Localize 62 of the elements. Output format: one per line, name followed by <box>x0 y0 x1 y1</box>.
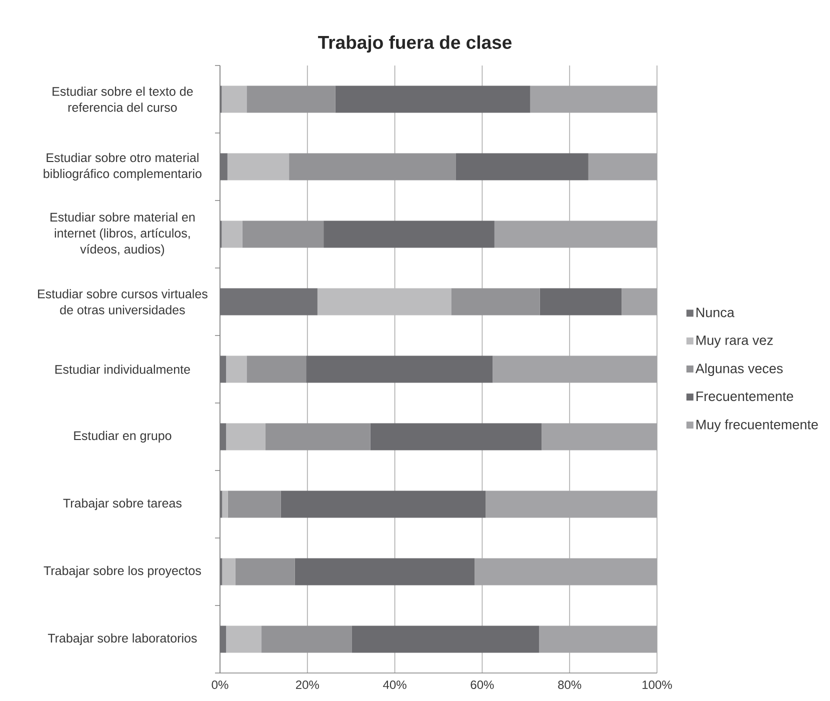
x-tick-label: 100% <box>642 680 672 690</box>
bar <box>324 220 494 248</box>
y-tick-label: Estudiar sobre cursos virtuales de otras universidades <box>38 289 208 314</box>
bar <box>222 86 247 113</box>
x-tick-label: 20% <box>296 680 319 690</box>
y-tick-label: Estudiar sobre otro material bibliográfico complementario <box>44 152 202 181</box>
bar <box>542 423 657 450</box>
bar <box>226 626 262 653</box>
x-tick-label: 0% <box>212 680 228 690</box>
bar <box>246 86 336 113</box>
bar <box>222 490 228 518</box>
bar <box>220 356 226 383</box>
bar <box>262 626 352 653</box>
legend-label: Algunas veces <box>695 363 783 376</box>
bar <box>226 423 266 450</box>
y-tick-label: Estudiar sobre el texto de referencia del curso <box>52 86 193 112</box>
bar <box>530 86 657 113</box>
chart-title: Trabajo fuera de clase <box>318 35 512 53</box>
bar <box>289 153 456 180</box>
bar <box>335 86 530 113</box>
bar <box>370 423 542 450</box>
bar <box>265 423 370 450</box>
x-tick-label: 80% <box>558 680 582 690</box>
bar <box>227 153 290 180</box>
bar <box>280 490 486 518</box>
bar <box>228 490 281 518</box>
bar <box>492 356 657 383</box>
bar <box>294 558 475 586</box>
x-tick-label: 60% <box>470 680 494 690</box>
bar <box>220 626 226 653</box>
bar <box>246 356 306 383</box>
x-tick-label: 40% <box>383 680 406 690</box>
y-tick-label: Trabajar sobre tareas <box>63 498 182 510</box>
bar <box>222 220 242 248</box>
bar <box>306 356 493 383</box>
bar <box>317 288 452 316</box>
bar <box>588 153 657 180</box>
bar <box>540 288 622 316</box>
y-tick-label: Trabajar sobre laboratorios <box>48 633 197 646</box>
bar <box>486 490 657 518</box>
bar <box>456 153 588 180</box>
legend-label: Muy frecuentemente <box>696 419 818 432</box>
bar <box>222 558 236 586</box>
bar <box>622 288 657 316</box>
bar <box>235 558 295 586</box>
bar <box>494 220 657 248</box>
bar <box>220 423 226 450</box>
y-tick-label: Estudiar sobre material en internet (libros, artículos, vídeos, audios) <box>50 212 195 256</box>
y-tick-label: Estudiar en grupo <box>74 430 172 443</box>
bar <box>226 356 247 383</box>
bar <box>242 220 324 248</box>
legend-label: Muy rara vez <box>696 336 773 348</box>
legend-label: Nunca <box>696 308 734 318</box>
bar <box>451 288 540 316</box>
bar <box>474 558 657 586</box>
y-tick-label: Estudiar individualmente <box>55 364 190 374</box>
legend-label: Frecuentemente <box>696 392 794 402</box>
bar <box>220 153 228 180</box>
y-tick-label: Trabajar sobre los proyectos <box>44 566 201 578</box>
bar <box>220 288 318 316</box>
bar <box>352 626 540 653</box>
bar <box>539 626 657 653</box>
